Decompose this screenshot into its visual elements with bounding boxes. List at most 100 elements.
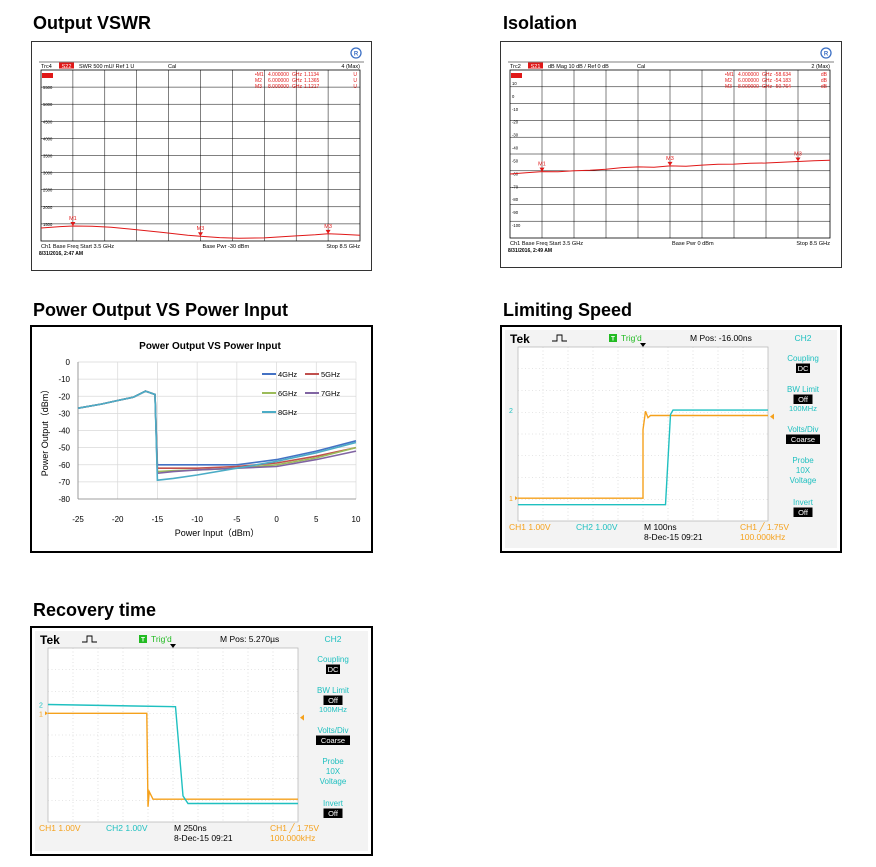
side-menu-line: Voltage — [320, 777, 347, 786]
marker-triangle — [795, 157, 801, 162]
marker-table-freq: 6.000000 — [738, 78, 759, 84]
y-tick-label: 10 — [512, 81, 517, 86]
marker-triangle — [325, 229, 331, 234]
footer-freq: 100.000kHz — [270, 833, 315, 843]
vswr-section-title: Output VSWR — [33, 13, 151, 33]
marker-table-name: •M1 — [255, 72, 264, 78]
tek-brand: Tek — [40, 633, 60, 647]
y-tick-label: 4000 — [43, 136, 53, 141]
y-tick-label: -40 — [58, 427, 70, 436]
side-menu-label: Coupling — [317, 655, 349, 664]
panel-frame — [500, 41, 842, 268]
side-menu-label: BW Limit — [787, 385, 820, 394]
footer-trigger: CH1 ╱ 1.75V — [270, 822, 319, 834]
marker-table-name: •M1 — [725, 72, 734, 78]
marker-table-vunit: U — [353, 84, 357, 90]
cal-label: Cal — [637, 64, 645, 70]
param-badge — [59, 62, 74, 69]
vswr-chart: R Trc4 S22 SWR 500 mU/ Ref 1 U Cal 4 (Max) 550… — [31, 41, 372, 271]
format-label: dB Mag 10 dB / Ref 0 dB — [548, 64, 609, 70]
x-tick-label: -15 — [152, 515, 164, 524]
side-menu-value-box — [793, 507, 813, 517]
side-menu-label: Probe — [792, 456, 814, 465]
recovery-section-title: Recovery time — [33, 600, 157, 620]
isolation-chart: R Trc2 S21 dB Mag 10 dB / Ref 0 dB Cal 2 (Max… — [500, 41, 842, 268]
footer-date: 8/31/2016, 2:49 AM — [508, 248, 552, 254]
rs-logo-icon-text: R — [354, 52, 359, 58]
y-tick-label: 3000 — [43, 171, 53, 176]
footer-timebase: M 250ns — [174, 823, 207, 833]
y-tick-label: 5500 — [43, 85, 53, 90]
y-tick-label: 5000 — [43, 102, 53, 107]
side-menu-extra: 100MHz — [319, 705, 347, 714]
pulse-icon — [82, 635, 97, 643]
marker-table-freq: 6.000000 — [268, 78, 289, 84]
marker-table-value: 1.1134 — [304, 72, 319, 78]
x-tick-label: 0 — [274, 515, 279, 524]
marker-table-unit: GHz — [762, 72, 773, 78]
side-menu-value: Coarse — [791, 435, 815, 444]
marker-table-name: M2 — [725, 78, 732, 84]
chart-title: Power Output VS Power Input — [139, 341, 281, 352]
side-menu-value: Coarse — [321, 736, 345, 745]
y-tick-label: -80 — [58, 495, 70, 504]
side-menu-value-box — [796, 363, 810, 373]
y-tick-label: -90 — [512, 210, 519, 215]
y-tick-label: -70 — [512, 184, 519, 189]
marker-label: M1 — [69, 216, 77, 222]
side-menu-value: DC — [798, 364, 809, 373]
footer-timebase: M 100ns — [644, 522, 677, 532]
trace-CH1 — [518, 410, 768, 499]
trig-label: Trig'd — [151, 634, 172, 644]
ch-label: CH2 — [324, 634, 341, 644]
trace-line — [509, 159, 831, 175]
marker-table-name: M3 — [725, 84, 732, 90]
x-tick-label: -20 — [112, 515, 124, 524]
param-label: S22 — [62, 64, 72, 70]
y-tick-label: -20 — [512, 120, 519, 125]
footer-base-power: Base Pwr 0 dBm — [672, 241, 714, 247]
y-tick-label: -50 — [58, 444, 70, 453]
marker-label: M3 — [794, 151, 802, 157]
y-tick-label: 3500 — [43, 154, 53, 159]
footer-ch1: CH1 1.00V — [39, 823, 81, 833]
footer-freq: 100.000kHz — [740, 532, 785, 542]
x-tick-label: 5 — [314, 515, 319, 524]
marker-table-name: M3 — [255, 84, 262, 90]
legend-label: 8GHz — [278, 408, 297, 417]
y-axis-label: Power Output（dBm） — [40, 385, 50, 477]
footer-base-power: Base Pwr -30 dBm — [203, 244, 250, 250]
side-menu-label: Volts/Div — [787, 425, 818, 434]
y-tick-label: 0 — [66, 358, 71, 367]
trace-CH2 — [518, 409, 768, 506]
footer-trigger: CH1 ╱ 1.75V — [740, 521, 789, 533]
side-menu-line: 10X — [326, 767, 341, 776]
x-tick-label: 10 — [352, 515, 361, 524]
x-tick-label: -5 — [233, 515, 241, 524]
legend-label: 4GHz — [278, 370, 297, 379]
side-menu-label: Volts/Div — [317, 726, 348, 735]
marker-label: M1 — [538, 162, 546, 168]
footer-ch2: CH2 1.00V — [106, 823, 148, 833]
y-tick-label: -100 — [512, 223, 521, 228]
y-tick-label: 0 — [512, 94, 515, 99]
side-menu-label: Invert — [323, 799, 344, 808]
side-menu-value-box — [323, 808, 343, 818]
marker-table-name: M2 — [255, 78, 262, 84]
format-label: SWR 500 mU/ Ref 1 U — [79, 64, 134, 70]
side-menu-value: DC — [328, 665, 339, 674]
y-tick-label: -30 — [512, 133, 519, 138]
y-tick-label: -10 — [58, 375, 70, 384]
y-tick-label: -40 — [512, 146, 519, 151]
trig-label: Trig'd — [621, 333, 642, 343]
ch1-marker: 1 — [39, 711, 43, 718]
marker-triangle — [70, 221, 76, 226]
side-menu-value-box — [793, 394, 813, 404]
marker-label: M3 — [197, 226, 205, 232]
footer-date: 8-Dec-15 09:21 — [174, 833, 233, 843]
marker-table-freq: 8.000000 — [268, 84, 289, 90]
x-tick-label: -10 — [191, 515, 203, 524]
ch1-marker: 1 — [509, 496, 513, 503]
footer-date: 8/31/2016, 2:47 AM — [39, 251, 83, 257]
y-tick-label: -60 — [58, 461, 70, 470]
